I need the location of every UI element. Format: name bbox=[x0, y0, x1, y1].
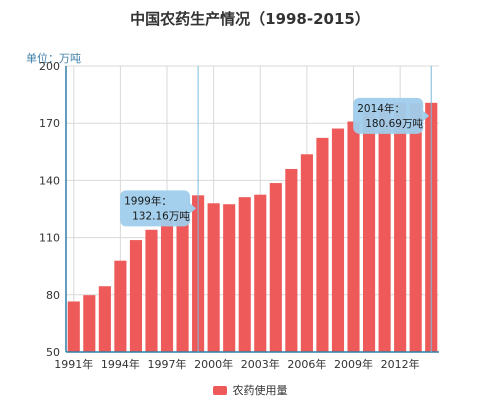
annotation-tooltip bbox=[353, 97, 424, 134]
bar[interactable] bbox=[114, 260, 127, 352]
y-tick-label: 50 bbox=[46, 346, 60, 359]
x-tick-label: 1994年 bbox=[101, 357, 140, 371]
legend[interactable]: 农药使用量 bbox=[0, 382, 500, 398]
y-axis-unit-label: 单位：万吨 bbox=[26, 52, 81, 65]
bar[interactable] bbox=[223, 204, 236, 352]
bar[interactable] bbox=[98, 286, 111, 352]
bar[interactable] bbox=[129, 240, 142, 352]
x-tick-label: 1991年 bbox=[54, 357, 93, 371]
bar[interactable] bbox=[409, 103, 422, 353]
bar[interactable] bbox=[207, 203, 220, 352]
annotation-tooltip bbox=[120, 190, 191, 227]
bar[interactable] bbox=[269, 183, 282, 352]
bar[interactable] bbox=[160, 219, 174, 352]
x-tick-label: 2009年 bbox=[334, 357, 373, 371]
bar[interactable] bbox=[331, 128, 345, 352]
x-tick-label: 2006年 bbox=[287, 357, 326, 371]
bar[interactable] bbox=[378, 106, 391, 352]
bar[interactable] bbox=[316, 137, 329, 352]
bar[interactable] bbox=[176, 212, 189, 352]
bar[interactable] bbox=[83, 295, 96, 352]
y-tick-label: 140 bbox=[39, 174, 60, 187]
y-tick-label: 200 bbox=[39, 60, 60, 73]
y-tick-label: 110 bbox=[39, 232, 60, 245]
annotation-pointer bbox=[190, 203, 197, 214]
annotation-line2: 132.16万吨 bbox=[132, 209, 190, 222]
bar[interactable] bbox=[238, 197, 251, 352]
bar[interactable] bbox=[67, 301, 80, 352]
bar[interactable] bbox=[363, 112, 376, 353]
x-tick-label: 2012年 bbox=[381, 357, 420, 371]
annotation-line1: 1999年： bbox=[124, 194, 172, 207]
annotation-pointer bbox=[423, 110, 430, 121]
x-tick-label: 1997年 bbox=[148, 357, 187, 371]
bar[interactable] bbox=[254, 194, 267, 352]
y-tick-label: 80 bbox=[46, 289, 60, 302]
bar[interactable] bbox=[145, 229, 158, 352]
y-tick-label: 170 bbox=[39, 117, 60, 130]
annotation-line1: 2014年： bbox=[357, 102, 405, 115]
x-tick-label: 2000年 bbox=[194, 357, 233, 371]
legend-label: 农药使用量 bbox=[232, 384, 288, 397]
annotation-line2: 180.69万吨 bbox=[365, 117, 423, 130]
bar[interactable] bbox=[285, 168, 298, 352]
bar[interactable] bbox=[347, 121, 360, 352]
bar[interactable] bbox=[300, 154, 313, 352]
bar[interactable] bbox=[394, 102, 407, 352]
x-tick-label: 2003年 bbox=[241, 357, 280, 371]
chart-title: 中国农药生产情况（1998-2015） bbox=[130, 10, 370, 28]
legend-swatch bbox=[212, 385, 227, 395]
